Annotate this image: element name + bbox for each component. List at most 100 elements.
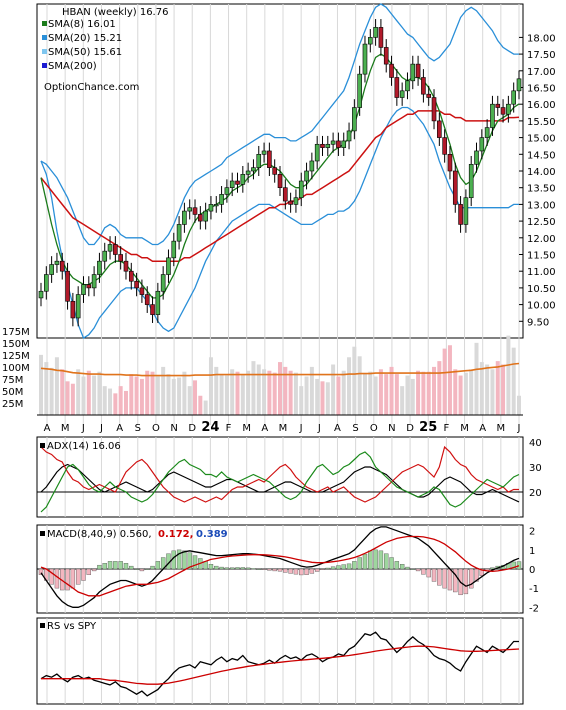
macd-histogram-bar [107,561,113,570]
candle-body [240,174,246,185]
volume-bar [224,375,229,415]
volume-bar [416,370,421,415]
volume-bar [39,354,43,415]
candle-body [431,97,437,122]
volume-bar [187,386,192,415]
legend-swatch [42,35,47,40]
legend-label: SMA(8) 16.01 [48,19,116,30]
volume-bar [49,367,54,415]
volume-bar [299,386,304,415]
volume-bar [421,371,426,415]
candle-body [357,73,362,108]
candle-body [495,103,501,108]
volume-bar [490,369,495,415]
macd-histogram-bar [86,568,92,575]
candle-body [346,130,352,142]
macd-histogram-bar [421,568,426,575]
x-tick-label: A [479,423,486,434]
volume-bar [384,374,389,415]
macd-histogram-bar [102,563,107,570]
adx-ytick-label: 30 [529,463,542,474]
candle-body [54,260,60,265]
candle-body [304,170,309,182]
price-panel: 18.00 17.50 17.00 16.50 16.00 15.50 15.00 14.50… [36,3,556,425]
legend-label: SMA(20) 15.21 [48,33,122,44]
volume-bar [362,374,367,415]
volume-bar [293,372,298,415]
volume-bar [272,372,277,415]
x-tick-label: O [370,423,378,434]
candle-body [314,143,320,162]
candle-body [203,210,208,222]
x-tick-label: J [299,423,303,434]
volume-bar [214,366,219,415]
candle-body [251,167,256,172]
volume-bar [458,375,463,415]
price-ytick-label: 11.50 [527,251,556,262]
rs-legend-swatch [40,623,45,628]
macd-histogram-bar [410,568,415,571]
volume-ytick-label: 50M [2,387,23,398]
macd-histogram-bar [405,566,410,570]
candle-body [176,224,182,242]
candle-body [59,260,65,272]
candle-body [272,167,277,175]
candle-body [224,187,230,195]
candle-body [97,260,102,275]
volume-bar [92,375,97,415]
price-ytick-label: 9.50 [527,317,549,328]
macd-histogram-bar [97,564,102,570]
price-ytick-label: 16.50 [527,84,556,95]
macd-histogram-bar [357,557,362,570]
candle-body [511,90,516,105]
price-ytick-label: 14.50 [527,150,556,161]
volume-bar [453,369,458,415]
macd-histogram-bar [139,568,145,572]
candle-body [283,187,288,202]
price-ytick-label: 15.00 [527,134,556,145]
macd-histogram-bar [442,568,447,589]
price-ytick-label: 13.00 [527,200,556,211]
candle-body [389,63,394,78]
macd-histogram-bar [330,566,336,570]
volume-bar [219,374,224,415]
volume-bar [240,374,245,415]
volume-bar [262,369,267,415]
volume-bar [60,369,65,415]
macd-histogram-bar [437,568,442,586]
price-ytick-label: 17.00 [527,67,556,78]
macd-histogram-bar [187,552,192,570]
candle-body [394,77,400,98]
macd-histogram-bar [463,568,469,595]
volume-bar [336,376,341,415]
volume-bar [65,381,70,415]
candle-body [378,27,384,48]
x-tick-label: A [116,423,123,434]
candle-body [383,47,389,65]
candle-body [500,107,506,115]
macd-histogram-bar [469,568,474,589]
adx-series-line [40,451,520,513]
volume-bar [177,377,182,415]
candle-body [267,150,272,168]
volume-ytick-label: 175M [2,327,30,338]
volume-bar [426,371,431,415]
macd-histogram-bar [399,564,405,570]
macd-histogram-bar [516,561,522,570]
legend-label: SMA(50) 15.61 [48,47,122,58]
candle-body [447,154,453,172]
volume-bar [235,371,240,415]
volume-bar [347,357,352,415]
candle-body [309,160,315,172]
volume-bar [315,378,320,415]
macd-histogram-bar [261,568,267,571]
macd-histogram-bar [283,568,288,573]
macd-histogram-bar [299,568,304,576]
volume-bar [113,393,118,415]
macd-histogram-bar [38,568,44,575]
lower-band-line [40,106,519,339]
candle-body [113,244,118,255]
volume-bar [129,374,134,415]
volume-bar [278,362,282,415]
candle-body [463,197,469,225]
